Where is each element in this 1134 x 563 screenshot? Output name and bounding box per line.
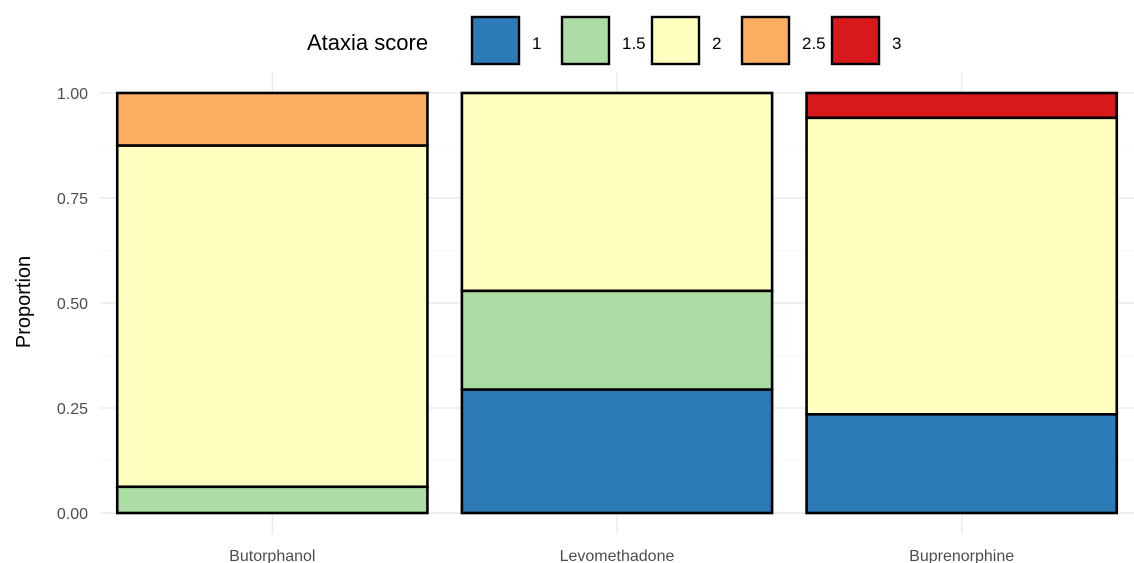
y-tick-label: 0.50: [57, 296, 88, 313]
legend-key-1-5: [560, 15, 611, 66]
legend-key-1: [470, 15, 521, 66]
y-axis-title: Proportion: [13, 256, 35, 348]
legend-label: 1: [532, 34, 541, 53]
legend-key-2: [650, 15, 701, 66]
y-tick-label: 0.75: [57, 191, 88, 208]
bars: [115, 91, 1119, 515]
y-axis: 0.00 0.25 0.50 0.75 1.00: [57, 86, 88, 523]
bar-segment-levomethadone-score-1-5: [460, 289, 774, 391]
legend: Ataxia score 1 1.5 2 2.5 3: [307, 15, 901, 66]
legend-label: 1.5: [622, 34, 646, 53]
legend-label: 3: [892, 34, 901, 53]
legend-key-3: [830, 15, 881, 66]
bar-segment-buprenorphine-score-2: [805, 116, 1119, 416]
x-tick-label: Levomethadone: [560, 548, 675, 563]
y-tick-label: 0.25: [57, 401, 88, 418]
legend-label: 2: [712, 34, 721, 53]
bar-segment-butorphanol-score-2: [115, 144, 429, 489]
bar-segment-buprenorphine-score-3: [805, 91, 1119, 120]
legend-key-2-5: [740, 15, 791, 66]
bar-segment-butorphanol-score-1-5: [115, 485, 429, 515]
y-tick-label: 0.00: [57, 506, 88, 523]
bar-segment-levomethadone-score-1: [460, 388, 774, 515]
legend-label: 2.5: [802, 34, 826, 53]
bar-segment-butorphanol-score-2-5: [115, 91, 429, 147]
bar-segment-buprenorphine-score-1: [805, 412, 1119, 515]
x-tick-label: Butorphanol: [229, 548, 315, 563]
x-axis: Butorphanol Levomethadone Buprenorphine: [229, 548, 1014, 563]
legend-title: Ataxia score: [307, 30, 428, 55]
y-tick-label: 1.00: [57, 86, 88, 103]
x-tick-label: Buprenorphine: [909, 548, 1014, 563]
bar-segment-levomethadone-score-2: [460, 91, 774, 293]
